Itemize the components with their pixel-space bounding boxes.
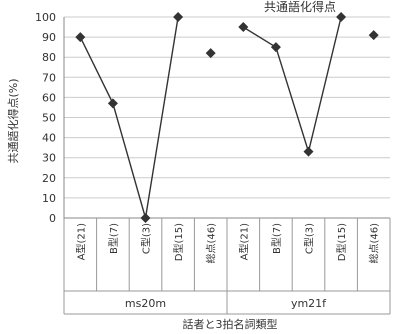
y-tick-label: 20 [42, 172, 56, 185]
y-tick-label: 40 [42, 132, 56, 145]
chart-title: 共通語化得点 [264, 0, 336, 14]
x-tick-label: 総点(46) [205, 223, 218, 264]
x-tick-label: B型(7) [107, 223, 120, 254]
data-point [173, 12, 184, 22]
x-tick-label: A型(21) [74, 223, 87, 260]
data-point [368, 30, 379, 41]
data-point [75, 32, 86, 43]
series-line-ms20m [79, 16, 179, 219]
data-point [107, 98, 118, 109]
y-tick-label: 80 [42, 51, 56, 64]
x-tick-label: C型(3) [140, 223, 153, 254]
y-tick-label: 50 [42, 112, 56, 125]
y-tick-label: 90 [42, 31, 56, 44]
group-label: ym21f [291, 297, 327, 310]
data-point [140, 213, 151, 223]
group-label: ms20m [125, 297, 166, 310]
data-point [303, 146, 314, 157]
label-layer: 共通語化得点(%) 話者と3拍名詞類型 [6, 78, 278, 331]
x-axis-title: 話者と3拍名詞類型 [183, 317, 278, 331]
y-tick-label: 0 [49, 212, 56, 225]
data-point [336, 12, 347, 22]
y-axis-title: 共通語化得点(%) [6, 78, 20, 163]
series-layer [75, 12, 379, 223]
grid-layer [64, 16, 390, 219]
x-tick-label: B型(7) [270, 223, 283, 254]
data-point [205, 48, 216, 59]
x-tick-label: A型(21) [237, 223, 250, 260]
series-line-ym21f [242, 16, 342, 155]
axis-layer: 0 10 20 30 40 50 60 70 80 90 100 A型(21) B型(7) C型(3) D型… [35, 11, 391, 315]
x-tick-label: 総点(46) [368, 223, 381, 264]
x-tick-label: C型(3) [303, 223, 316, 254]
y-tick-label: 30 [42, 152, 56, 165]
data-point [270, 42, 281, 53]
y-tick-label: 60 [42, 91, 56, 104]
x-tick-label: D型(15) [172, 223, 185, 261]
y-tick-label: 100 [35, 11, 56, 24]
title-layer: 共通語化得点 [264, 0, 336, 14]
data-point [238, 22, 249, 33]
y-tick-label: 70 [42, 71, 56, 84]
x-tick-label: D型(15) [335, 223, 348, 261]
y-tick-label: 10 [42, 192, 56, 205]
